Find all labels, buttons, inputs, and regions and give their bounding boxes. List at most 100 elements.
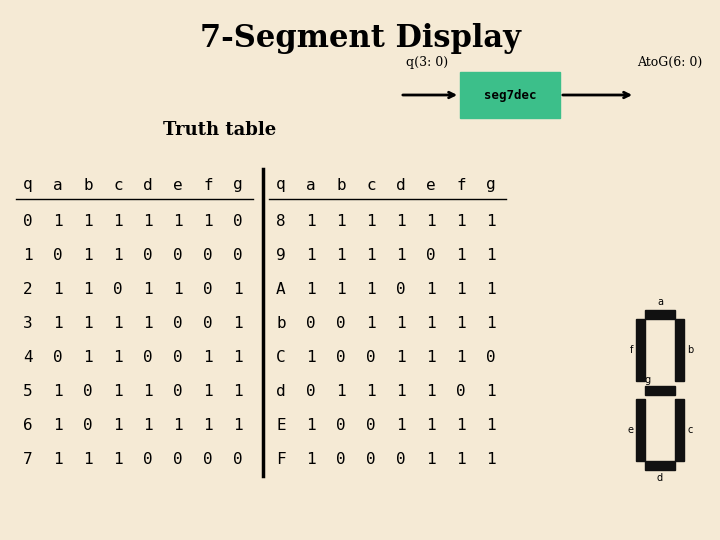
Text: 0: 0 bbox=[396, 451, 406, 467]
Text: 1: 1 bbox=[84, 281, 93, 296]
Text: 1: 1 bbox=[113, 417, 123, 433]
Text: d: d bbox=[657, 473, 663, 483]
Text: 0: 0 bbox=[203, 451, 213, 467]
Text: 0: 0 bbox=[366, 451, 376, 467]
Text: 1: 1 bbox=[426, 214, 436, 228]
Text: 0: 0 bbox=[486, 349, 496, 364]
Text: q(3: 0): q(3: 0) bbox=[406, 56, 448, 69]
Text: 0: 0 bbox=[203, 315, 213, 330]
Text: 0: 0 bbox=[174, 451, 183, 467]
Bar bbox=[636, 319, 645, 381]
Text: 0: 0 bbox=[306, 315, 316, 330]
Text: 0: 0 bbox=[306, 383, 316, 399]
Text: 1: 1 bbox=[456, 248, 466, 262]
Text: 1: 1 bbox=[53, 451, 63, 467]
Text: 1: 1 bbox=[426, 451, 436, 467]
Text: b: b bbox=[276, 315, 286, 330]
Text: AtoG(6: 0): AtoG(6: 0) bbox=[637, 56, 703, 69]
Text: 1: 1 bbox=[113, 248, 123, 262]
Text: 1: 1 bbox=[143, 417, 153, 433]
Text: 1: 1 bbox=[366, 281, 376, 296]
Text: 1: 1 bbox=[306, 248, 316, 262]
Text: 1: 1 bbox=[306, 451, 316, 467]
Text: d: d bbox=[396, 178, 406, 192]
Text: 5: 5 bbox=[23, 383, 33, 399]
Text: 1: 1 bbox=[84, 248, 93, 262]
Text: 1: 1 bbox=[456, 315, 466, 330]
Text: 1: 1 bbox=[84, 349, 93, 364]
Bar bbox=[460, 72, 560, 118]
Text: 1: 1 bbox=[486, 281, 496, 296]
Text: 1: 1 bbox=[396, 349, 406, 364]
Text: 1: 1 bbox=[396, 315, 406, 330]
Text: 0: 0 bbox=[143, 349, 153, 364]
Bar bbox=[645, 386, 675, 395]
Text: 4: 4 bbox=[23, 349, 33, 364]
Text: 1: 1 bbox=[426, 349, 436, 364]
Text: 1: 1 bbox=[426, 315, 436, 330]
Text: 1: 1 bbox=[306, 281, 316, 296]
Text: seg7dec: seg7dec bbox=[484, 89, 536, 102]
Text: 1: 1 bbox=[113, 383, 123, 399]
Text: 1: 1 bbox=[366, 214, 376, 228]
Text: 1: 1 bbox=[203, 349, 213, 364]
Text: C: C bbox=[276, 349, 286, 364]
Text: 1: 1 bbox=[84, 451, 93, 467]
Text: g: g bbox=[645, 375, 651, 385]
Text: 1: 1 bbox=[53, 214, 63, 228]
Text: 0: 0 bbox=[174, 349, 183, 364]
Text: 1: 1 bbox=[486, 383, 496, 399]
Text: 1: 1 bbox=[396, 214, 406, 228]
Text: 1: 1 bbox=[456, 281, 466, 296]
Bar bbox=[645, 461, 675, 470]
Text: 1: 1 bbox=[203, 214, 213, 228]
Text: 1: 1 bbox=[53, 417, 63, 433]
Text: 1: 1 bbox=[53, 281, 63, 296]
Bar bbox=[675, 319, 684, 381]
Text: 1: 1 bbox=[486, 417, 496, 433]
Text: 7: 7 bbox=[23, 451, 33, 467]
Text: e: e bbox=[627, 425, 633, 435]
Text: 1: 1 bbox=[456, 417, 466, 433]
Text: 0: 0 bbox=[336, 451, 346, 467]
Text: 1: 1 bbox=[143, 281, 153, 296]
Text: E: E bbox=[276, 417, 286, 433]
Text: 1: 1 bbox=[336, 214, 346, 228]
Text: 1: 1 bbox=[233, 349, 243, 364]
Text: 1: 1 bbox=[203, 383, 213, 399]
Text: 0: 0 bbox=[53, 248, 63, 262]
Text: f: f bbox=[203, 178, 213, 192]
Text: 0: 0 bbox=[366, 417, 376, 433]
Text: 1: 1 bbox=[113, 315, 123, 330]
Text: q: q bbox=[23, 178, 33, 192]
Text: 8: 8 bbox=[276, 214, 286, 228]
Text: c: c bbox=[366, 178, 376, 192]
Text: 1: 1 bbox=[84, 214, 93, 228]
Text: 1: 1 bbox=[426, 383, 436, 399]
Text: 1: 1 bbox=[84, 315, 93, 330]
Text: 1: 1 bbox=[174, 214, 183, 228]
Text: 0: 0 bbox=[336, 315, 346, 330]
Text: 0: 0 bbox=[396, 281, 406, 296]
Bar bbox=[636, 399, 645, 461]
Text: a: a bbox=[657, 297, 663, 307]
Text: 1: 1 bbox=[366, 248, 376, 262]
Text: 0: 0 bbox=[174, 315, 183, 330]
Text: 1: 1 bbox=[456, 349, 466, 364]
Text: 0: 0 bbox=[233, 214, 243, 228]
Text: 0: 0 bbox=[113, 281, 123, 296]
Text: A: A bbox=[276, 281, 286, 296]
Text: 1: 1 bbox=[486, 451, 496, 467]
Text: 1: 1 bbox=[396, 383, 406, 399]
Bar bbox=[675, 399, 684, 461]
Text: 0: 0 bbox=[336, 349, 346, 364]
Text: 0: 0 bbox=[426, 248, 436, 262]
Text: 0: 0 bbox=[203, 248, 213, 262]
Text: 1: 1 bbox=[306, 349, 316, 364]
Text: 1: 1 bbox=[306, 214, 316, 228]
Text: e: e bbox=[426, 178, 436, 192]
Text: 0: 0 bbox=[23, 214, 33, 228]
Text: a: a bbox=[53, 178, 63, 192]
Text: q: q bbox=[276, 178, 286, 192]
Text: 6: 6 bbox=[23, 417, 33, 433]
